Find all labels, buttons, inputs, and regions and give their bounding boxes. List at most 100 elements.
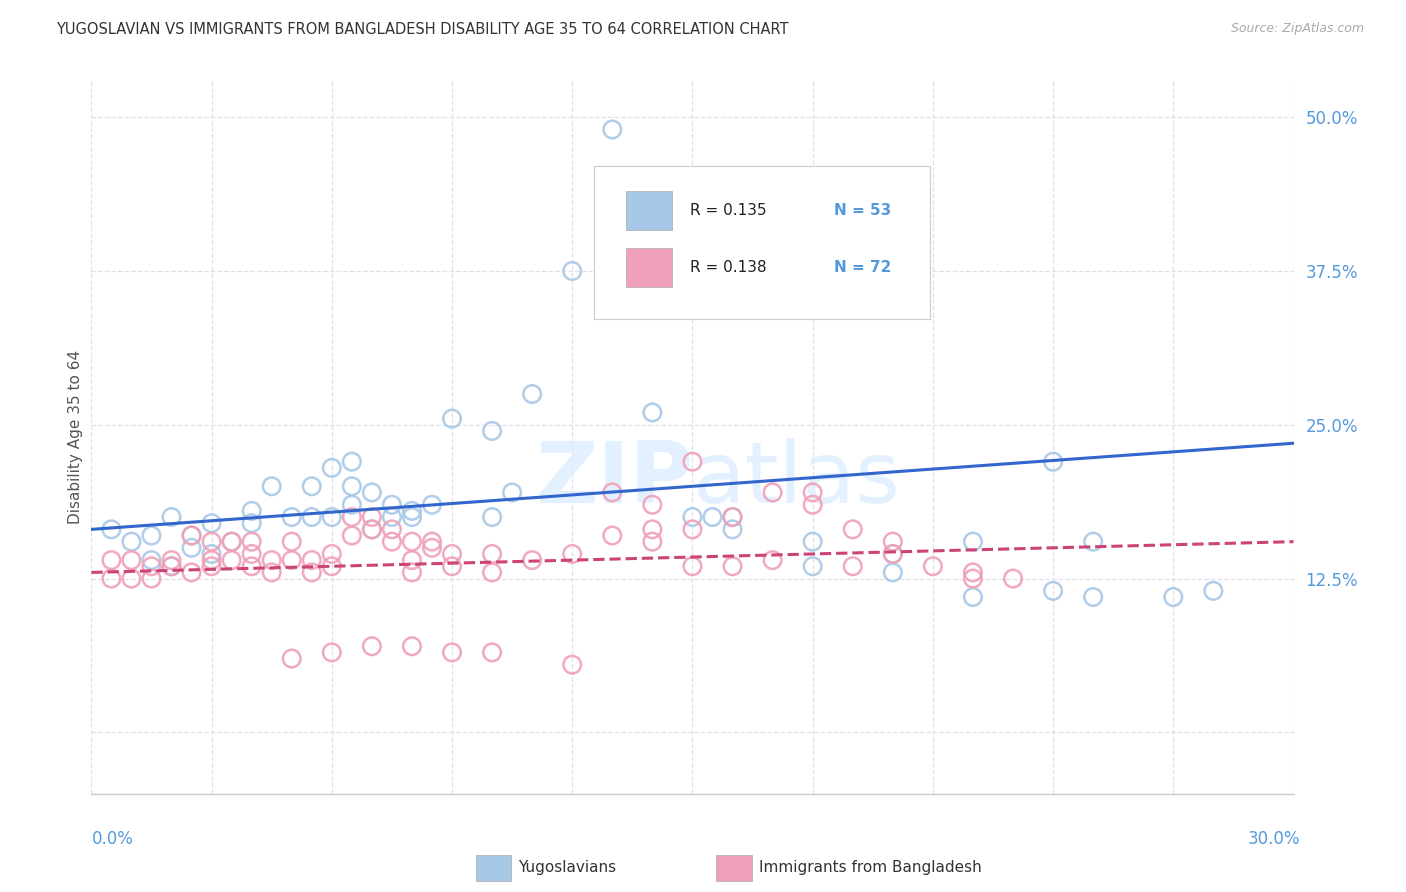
Point	[641, 522, 664, 536]
Point	[440, 559, 463, 574]
Point	[340, 455, 363, 469]
Point	[381, 522, 404, 536]
Y-axis label: Disability Age 35 to 64: Disability Age 35 to 64	[67, 350, 83, 524]
FancyBboxPatch shape	[626, 248, 672, 287]
Point	[201, 559, 224, 574]
Point	[301, 510, 323, 524]
Point	[882, 566, 904, 580]
Point	[221, 553, 243, 567]
Point	[561, 547, 583, 561]
Point	[922, 559, 945, 574]
Point	[882, 547, 904, 561]
Point	[281, 553, 304, 567]
FancyBboxPatch shape	[593, 166, 931, 319]
Point	[141, 553, 163, 567]
Point	[381, 510, 404, 524]
Point	[141, 528, 163, 542]
Point	[100, 522, 122, 536]
Point	[221, 534, 243, 549]
Point	[240, 504, 263, 518]
Point	[240, 516, 263, 531]
Point	[381, 534, 404, 549]
Point	[240, 547, 263, 561]
Point	[440, 645, 463, 659]
Point	[440, 547, 463, 561]
Point	[160, 559, 183, 574]
Point	[201, 553, 224, 567]
Text: Immigrants from Bangladesh: Immigrants from Bangladesh	[759, 860, 981, 874]
Point	[340, 510, 363, 524]
Text: Yugoslavians: Yugoslavians	[519, 860, 616, 874]
Point	[681, 510, 703, 524]
Point	[721, 559, 744, 574]
Point	[841, 522, 863, 536]
Point	[321, 510, 343, 524]
Point	[1202, 583, 1225, 598]
Point	[121, 534, 143, 549]
Point	[141, 559, 163, 574]
Point	[602, 528, 624, 542]
Point	[401, 534, 423, 549]
Point	[522, 553, 544, 567]
Point	[401, 566, 423, 580]
Point	[481, 566, 503, 580]
Point	[762, 485, 785, 500]
Point	[801, 498, 824, 512]
Point	[260, 566, 283, 580]
Point	[721, 522, 744, 536]
Point	[340, 528, 363, 542]
Text: atlas: atlas	[692, 438, 900, 522]
Text: R = 0.138: R = 0.138	[690, 260, 766, 275]
Point	[681, 455, 703, 469]
Text: 0.0%: 0.0%	[91, 830, 134, 847]
Point	[121, 553, 143, 567]
Point	[681, 559, 703, 574]
Point	[141, 572, 163, 586]
Point	[281, 510, 304, 524]
Point	[841, 559, 863, 574]
Point	[201, 516, 224, 531]
Point	[481, 645, 503, 659]
Point	[721, 510, 744, 524]
Point	[522, 387, 544, 401]
Point	[260, 553, 283, 567]
Point	[721, 510, 744, 524]
Point	[360, 639, 382, 653]
Text: R = 0.135: R = 0.135	[690, 203, 766, 218]
Point	[321, 547, 343, 561]
Point	[440, 411, 463, 425]
Point	[360, 522, 382, 536]
Point	[962, 572, 984, 586]
Point	[121, 572, 143, 586]
Point	[221, 534, 243, 549]
Point	[301, 553, 323, 567]
Text: ZIP: ZIP	[534, 438, 692, 522]
Point	[420, 498, 443, 512]
Text: 30.0%: 30.0%	[1249, 830, 1301, 847]
Point	[180, 528, 202, 542]
Point	[360, 510, 382, 524]
Point	[240, 534, 263, 549]
Point	[882, 534, 904, 549]
Point	[1163, 590, 1185, 604]
FancyBboxPatch shape	[626, 191, 672, 230]
Point	[260, 479, 283, 493]
Point	[201, 534, 224, 549]
Point	[381, 498, 404, 512]
Point	[420, 541, 443, 555]
Point	[321, 645, 343, 659]
Text: N = 53: N = 53	[834, 203, 891, 218]
Point	[602, 485, 624, 500]
Point	[882, 547, 904, 561]
Point	[801, 559, 824, 574]
Point	[360, 522, 382, 536]
Point	[801, 534, 824, 549]
Text: Source: ZipAtlas.com: Source: ZipAtlas.com	[1230, 22, 1364, 36]
Point	[501, 485, 523, 500]
Point	[762, 553, 785, 567]
Point	[401, 504, 423, 518]
Point	[702, 510, 724, 524]
Point	[401, 510, 423, 524]
Point	[1042, 583, 1064, 598]
Point	[360, 485, 382, 500]
